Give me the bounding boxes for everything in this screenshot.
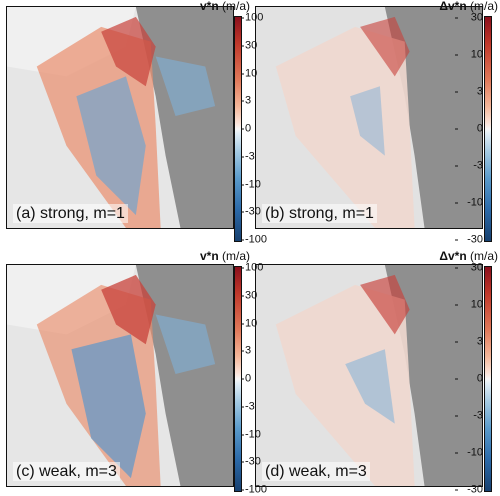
colorbar-tick-label: -10 bbox=[241, 428, 261, 440]
colorbar-tick-label: 0 bbox=[240, 372, 252, 385]
colorbar-tick-label: -10 bbox=[455, 197, 483, 209]
colorbar-tick-label: 30 bbox=[240, 289, 258, 302]
panel-d: (d) weak, m=3 bbox=[255, 264, 483, 487]
colorbar-tick-label: 0 bbox=[455, 123, 483, 135]
colorbar-symbol: v*n bbox=[199, 249, 219, 263]
colorbar-ticks-difference-b: 30 10 3 0 -3 -10 -30 bbox=[455, 12, 500, 245]
colorbar-tick-label: 3 bbox=[240, 344, 252, 357]
colorbar-unit: (m/a) bbox=[222, 249, 250, 263]
colorbar-tick-label: 3 bbox=[455, 336, 483, 348]
colorbar-tick-label: -30 bbox=[241, 205, 261, 218]
colorbar-tick-label: -10 bbox=[241, 178, 261, 190]
colorbar-tick-label: -30 bbox=[455, 234, 483, 246]
colorbar-tick-label: 30 bbox=[455, 262, 483, 274]
colorbar-tick-label: 0 bbox=[455, 373, 483, 385]
colorbar-unit: (m/a) bbox=[470, 249, 498, 263]
colorbar-tick-label: 10 bbox=[240, 317, 258, 329]
panel-label: (a) strong, m=1 bbox=[13, 204, 128, 223]
colorbar-tick-label: -3 bbox=[241, 150, 255, 163]
velocity-map-a bbox=[7, 7, 233, 228]
panel-label: (d) weak, m=3 bbox=[262, 462, 370, 481]
panel-c: (c) weak, m=3 bbox=[6, 264, 234, 487]
colorbar-tick-label: -100 bbox=[240, 483, 268, 496]
colorbar-title-velocity-bottom: v*n (m/a) bbox=[170, 250, 250, 263]
colorbar-ticks-velocity-c: 100 30 10 3 0 -3 -10 -30 -100 bbox=[240, 262, 279, 495]
colorbar-tick-label: -3 bbox=[455, 160, 483, 172]
colorbar-tick-label: -3 bbox=[241, 400, 255, 413]
colorbar-tick-label: 100 bbox=[240, 261, 264, 274]
colorbar-symbol: v*n bbox=[199, 0, 219, 13]
panel-label: (b) strong, m=1 bbox=[262, 204, 377, 223]
colorbar-ticks-velocity-a: 100 30 10 3 0 -3 -10 -30 -100 bbox=[240, 12, 279, 245]
colorbar-tick-label: 3 bbox=[455, 86, 483, 98]
colorbar-tick-label: 100 bbox=[240, 11, 264, 24]
colorbar-tick-label: 30 bbox=[455, 12, 483, 24]
panel-a: (a) strong, m=1 bbox=[6, 6, 234, 229]
panel-b: (b) strong, m=1 bbox=[255, 6, 483, 229]
difference-map-d bbox=[256, 265, 482, 486]
colorbar-title-difference-bottom: Δv*n (m/a) bbox=[410, 250, 498, 263]
colorbar-symbol: Δv*n bbox=[439, 249, 467, 263]
colorbar-difference-b bbox=[484, 16, 492, 242]
colorbar-tick-label: -3 bbox=[455, 410, 483, 422]
difference-map-b bbox=[256, 7, 482, 228]
colorbar-tick-label: 10 bbox=[240, 67, 258, 79]
colorbar-tick-label: 10 bbox=[455, 49, 483, 61]
colorbar-tick-label: -30 bbox=[241, 455, 261, 468]
colorbar-tick-label: 3 bbox=[240, 94, 252, 107]
colorbar-unit: (m/a) bbox=[222, 0, 250, 13]
colorbar-tick-label: -30 bbox=[455, 484, 483, 496]
colorbar-unit: (m/a) bbox=[470, 0, 498, 13]
colorbar-title-velocity-top: v*n (m/a) bbox=[170, 0, 250, 13]
colorbar-difference-d bbox=[484, 266, 492, 492]
colorbar-tick-label: 0 bbox=[240, 122, 252, 135]
velocity-map-c bbox=[7, 265, 233, 486]
colorbar-symbol: Δv*n bbox=[439, 0, 467, 13]
colorbar-tick-label: 10 bbox=[455, 299, 483, 311]
colorbar-title-difference-top: Δv*n (m/a) bbox=[410, 0, 498, 13]
colorbar-ticks-difference-d: 30 10 3 0 -3 -10 -30 bbox=[455, 262, 500, 495]
colorbar-tick-label: -100 bbox=[240, 233, 268, 246]
colorbar-tick-label: 30 bbox=[240, 39, 258, 52]
colorbar-tick-label: -10 bbox=[455, 447, 483, 459]
panel-label: (c) weak, m=3 bbox=[13, 462, 120, 481]
